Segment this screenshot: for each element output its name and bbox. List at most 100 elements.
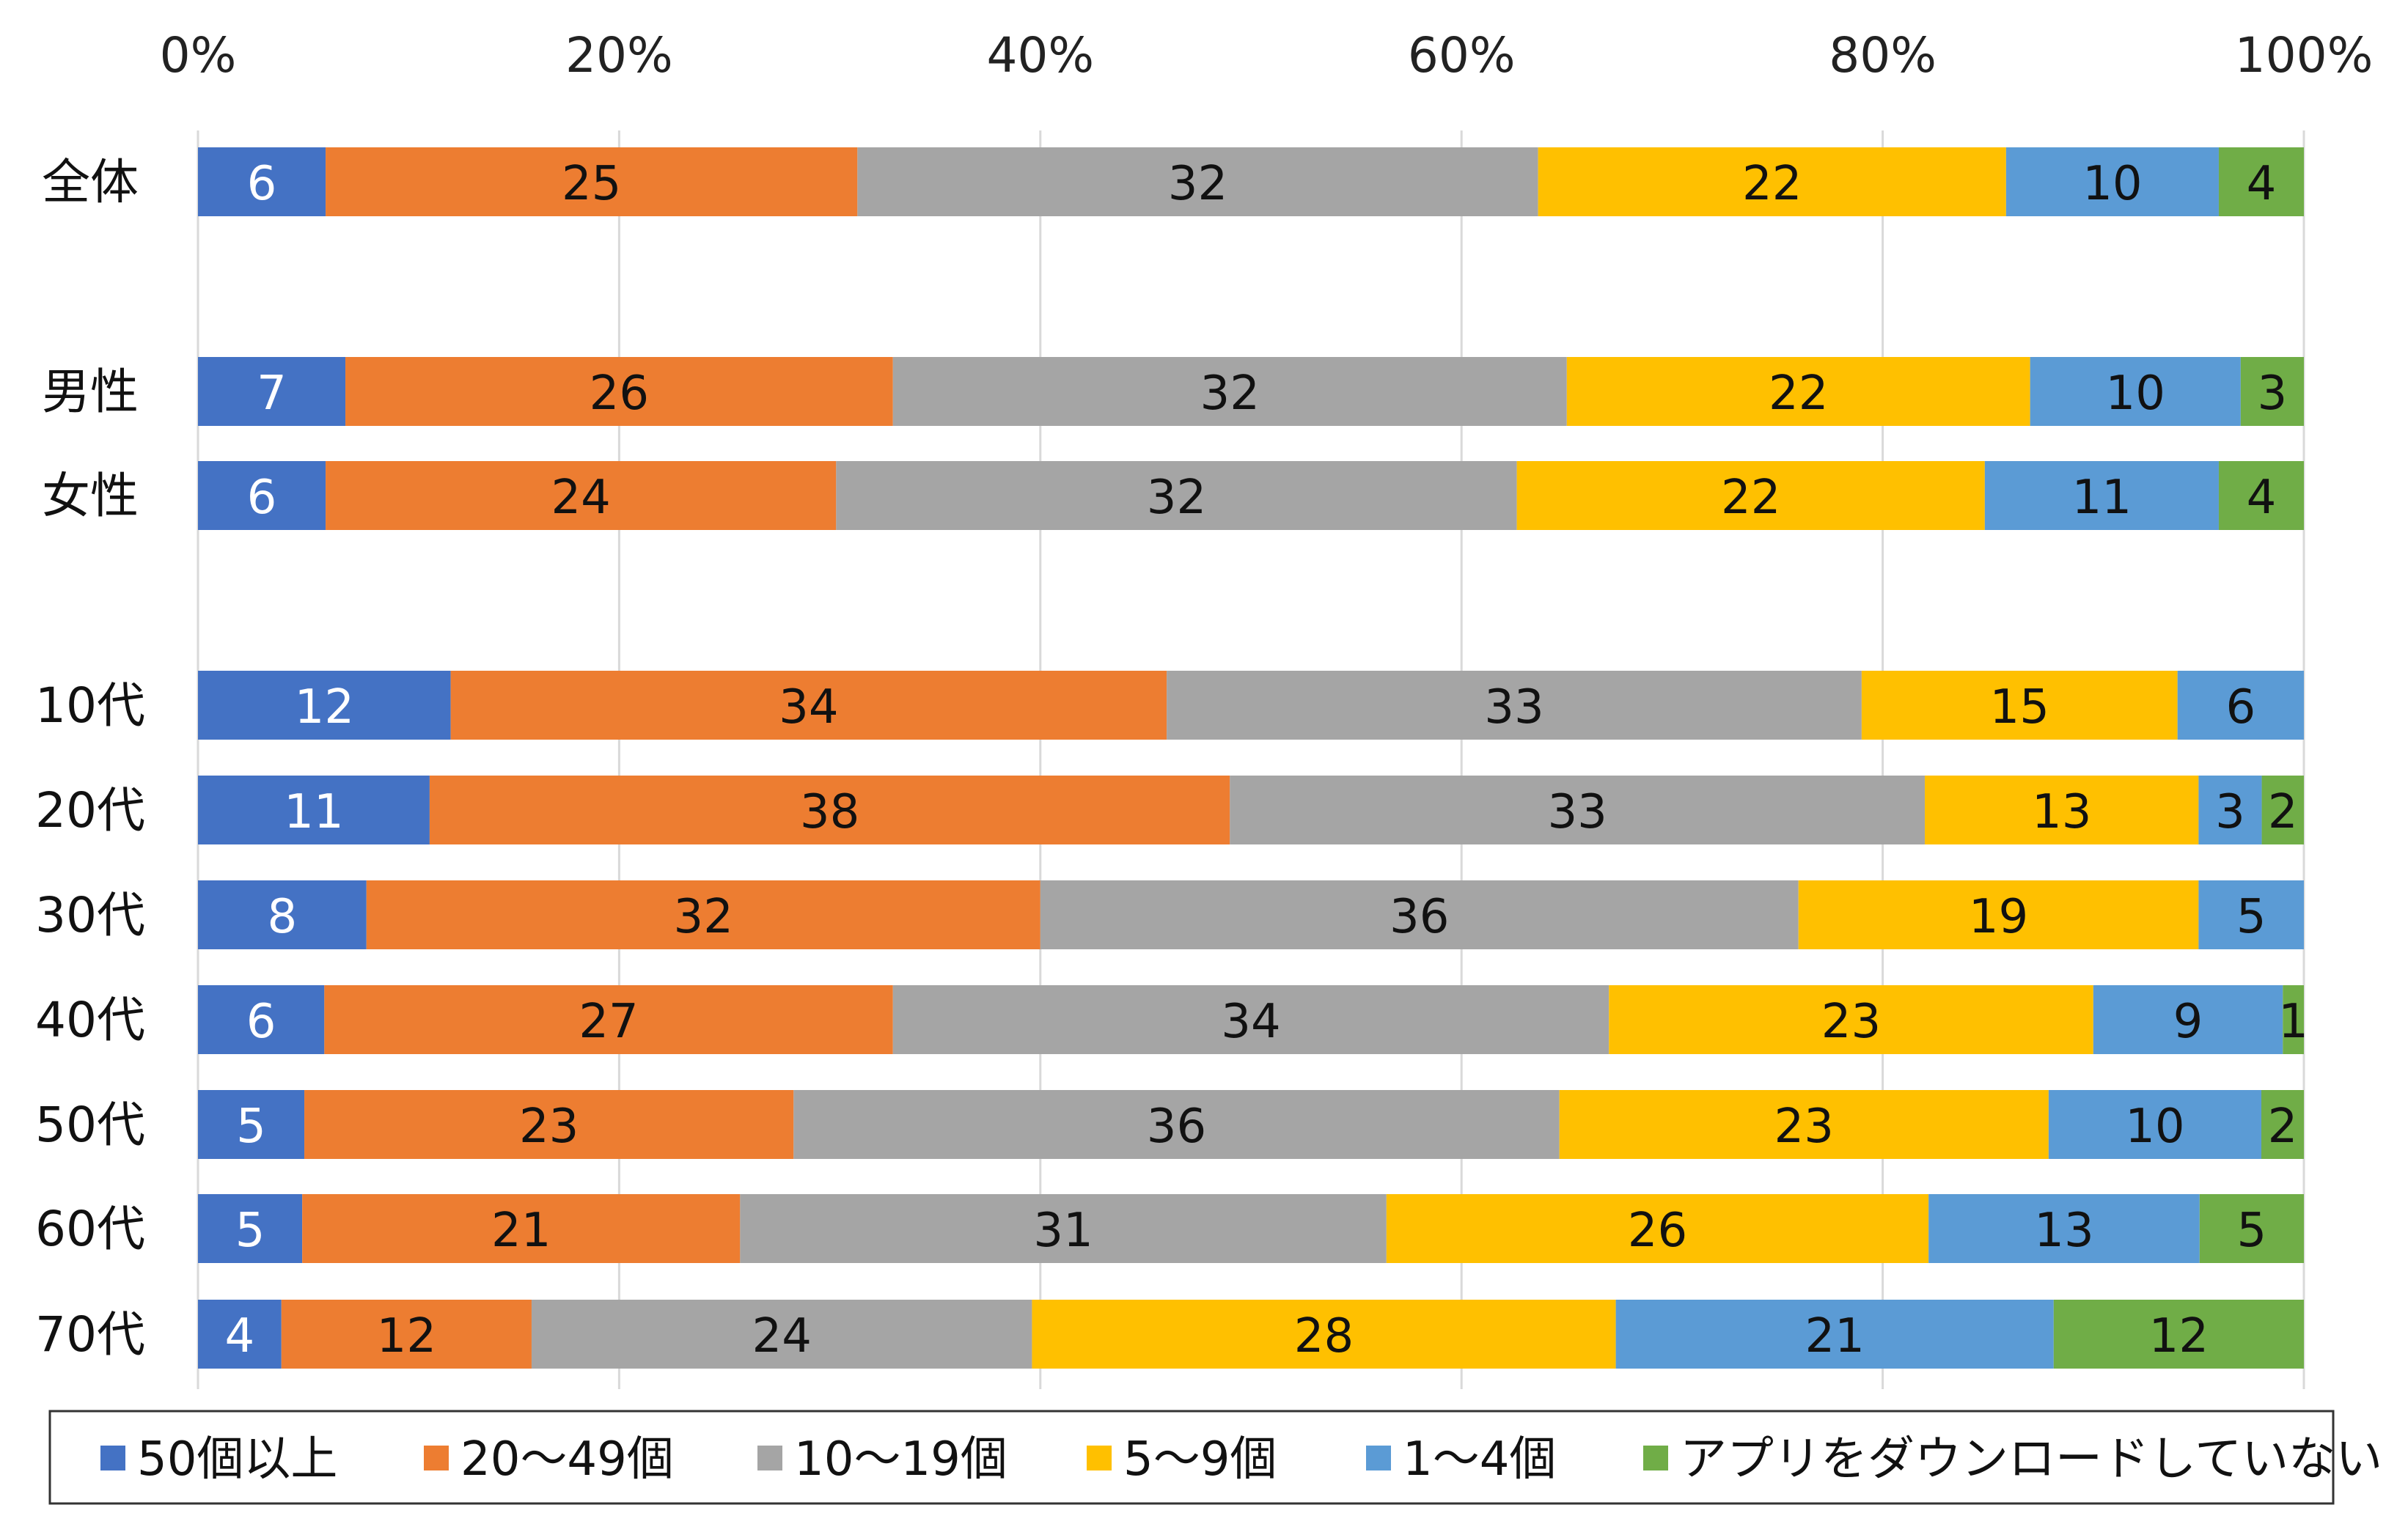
category-label: 50代 [35,1097,145,1153]
data-label: 4 [2247,157,2277,211]
data-label: 33 [1547,785,1607,839]
data-label: 22 [1769,367,1828,421]
data-label: 28 [1294,1309,1354,1363]
bar-segment [198,357,346,426]
data-label: 32 [1168,157,1227,211]
x-tick-label: 0% [160,27,237,84]
data-label: 2 [2268,1100,2298,1154]
legend-swatch [100,1446,125,1470]
data-label: 31 [1033,1204,1093,1258]
legend-swatch [1366,1446,1391,1470]
bar-segment [2198,880,2304,949]
bar-segment [2198,776,2262,844]
bar-segment [2261,776,2304,844]
x-tick-label: 20% [565,27,673,84]
data-label: 33 [1484,680,1543,735]
bar-segment [2005,147,2219,216]
legend-label: 5～9個 [1123,1432,1277,1487]
bar-segment [1032,1300,1616,1369]
data-label: 24 [551,471,610,525]
data-label: 32 [1200,367,1260,421]
bar-segment [326,461,837,530]
bar-segment [2283,985,2304,1054]
bar-segment [1538,147,2006,216]
bar-segment [1516,461,1985,530]
legend-swatch [424,1446,449,1470]
bar-segment [1609,985,2093,1054]
data-label: 2 [2268,785,2298,839]
bar-segment [302,1194,741,1263]
data-label: 13 [2034,1204,2093,1258]
data-label: 7 [257,367,287,421]
data-label: 34 [1221,995,1280,1049]
data-label: 21 [1805,1309,1864,1363]
bar-segment [2261,1090,2304,1159]
bar-segment [345,357,893,426]
bar-segment [198,1300,282,1369]
data-label: 3 [2258,367,2288,421]
data-label: 23 [1774,1100,1834,1154]
bar-segment [857,147,1538,216]
grid-lines [197,130,2305,1389]
bar-segment [198,985,325,1054]
bar-segment [2053,1300,2304,1369]
bar-segment [2218,461,2304,530]
bar-segment [1386,1194,1929,1263]
bar-segment [1925,776,2199,844]
data-label: 5 [235,1204,265,1258]
bar-segment [429,776,1230,844]
bar-segment [2218,147,2304,216]
data-label: 12 [377,1309,436,1363]
bar-segment [198,461,326,530]
bar-segment [892,357,1567,426]
x-tick-label: 40% [986,27,1094,84]
bar-segment [2240,357,2304,426]
data-label: 25 [562,157,621,211]
data-label: 23 [1821,995,1881,1049]
data-label: 10 [2106,367,2165,421]
data-label: 13 [2032,785,2091,839]
data-label: 27 [579,995,638,1049]
legend-label: 1～4個 [1403,1432,1556,1487]
category-label: 60代 [35,1201,145,1257]
data-label: 32 [674,890,733,944]
bar-segment [1615,1300,2054,1369]
data-label: 8 [268,890,298,944]
bar-segment [1566,357,2030,426]
category-label: 20代 [35,782,145,839]
data-label: 34 [779,680,838,735]
legend-label: 20～49個 [460,1432,674,1487]
data-label: 1 [2278,995,2308,1049]
data-label: 4 [225,1309,255,1363]
category-label: 男性 [42,364,139,420]
data-label: 22 [1742,157,1802,211]
x-tick-label: 80% [1829,27,1937,84]
data-label: 19 [1969,890,2028,944]
data-label: 32 [1147,471,1206,525]
data-label: 22 [1721,471,1780,525]
bar-segment [740,1194,1387,1263]
bar-segment [2199,1194,2304,1263]
data-label: 26 [1628,1204,1687,1258]
legend-label: 50個以上 [137,1432,337,1487]
bar-segment [836,461,1517,530]
bar-segment [1861,671,2178,740]
category-label: 30代 [35,887,145,943]
bar-segment [892,985,1609,1054]
bar-segment [2177,671,2304,740]
data-label: 5 [2237,1204,2267,1258]
bars: 6 25 32 22 10 47 26 32 22 10 36 24 32 22 11 412 34 33 15 61… [198,147,2308,1369]
legend-swatch [1087,1446,1112,1470]
data-label: 26 [590,367,649,421]
bar-segment [1040,880,1799,949]
bar-segment [198,880,367,949]
legend-label: アプリをダウンロードしていない [1680,1432,2382,1487]
bar-segment [198,776,430,844]
data-label: 6 [247,471,277,525]
data-label: 21 [491,1204,551,1258]
bar-segment [1167,671,1862,740]
data-label: 6 [247,157,277,211]
data-label: 11 [284,785,343,839]
legend: 50個以上 20～49個 10～19個 5～9個 1～4個 アプリをダウンロードしていない [48,1410,2382,1505]
